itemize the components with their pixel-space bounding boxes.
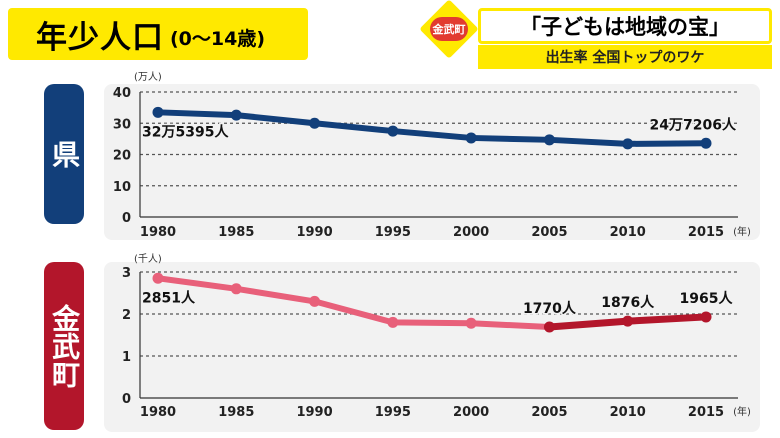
town-ytick-label: 3 [122,266,131,281]
town-xtick-label: 2000 [453,405,489,420]
pref-data-point [700,137,712,149]
pref-ytick-label: 30 [113,117,131,132]
town-label: 金武町 [44,262,84,430]
town-ytick-label: 0 [122,392,131,407]
town-xtick-label: 2005 [531,405,567,420]
page-subtitle: (0～14歳) [170,27,266,50]
town-xtick-label: 1985 [218,405,254,420]
pref-xtick-label: 1985 [218,225,254,240]
town-data-label: 1965人 [680,290,734,307]
pref-x-unit-label: (年) [733,225,751,238]
town-data-point [309,295,321,307]
prefecture-chart-panel [104,84,760,240]
town-data-point [387,316,399,328]
topic-subline: 出生率 全国トップのワケ [478,45,772,69]
pref-xtick-label: 1980 [140,225,176,240]
town-data-label: 1770人 [523,300,577,317]
town-data-point [152,272,164,284]
topic-banner: 金武町 「子どもは地域の宝」 出生率 全国トップのワケ [419,0,776,69]
pref-ytick-label: 40 [113,86,131,101]
topic-headline: 「子どもは地域の宝」 [478,8,772,44]
pref-ytick-label: 0 [122,211,131,226]
location-badge: 金武町 [430,17,468,41]
town-xtick-label: 1980 [140,405,176,420]
town-data-label: 2851人 [142,289,196,306]
prefecture-label: 県 [44,84,84,224]
town-data-point [230,283,242,295]
town-chart-panel [104,262,760,432]
title-banner: 年少人口 (0～14歳) [8,8,308,60]
pref-ytick-label: 10 [113,180,131,195]
town-unit-label: (千人) [134,253,162,265]
pref-data-point [152,106,164,118]
pref-data-point [387,125,399,137]
town-xtick-label: 2015 [688,405,724,420]
town-ytick-label: 2 [122,308,131,323]
pref-data-label: 32万5395人 [142,123,229,140]
town-data-point [622,315,634,327]
town-data-label: 1876人 [601,294,655,311]
town-x-unit-label: (年) [733,405,751,418]
pref-data-point [230,109,242,121]
pref-xtick-label: 1990 [296,225,332,240]
pref-data-point [309,117,321,129]
pref-xtick-label: 2010 [610,225,646,240]
pref-data-label: 24万7206人 [650,116,737,133]
pref-xtick-label: 2000 [453,225,489,240]
town-data-point [465,317,477,329]
page-title: 年少人口 [36,19,164,56]
pref-data-point [465,132,477,144]
town-xtick-label: 2010 [610,405,646,420]
pref-series-line [155,109,709,147]
town-ytick-label: 1 [122,350,131,365]
pref-xtick-label: 2005 [531,225,567,240]
pref-ytick-label: 20 [113,149,131,164]
town-series-line [155,275,553,331]
pref-xtick-label: 2015 [688,225,724,240]
pref-data-point [622,138,634,150]
town-xtick-label: 1990 [296,405,332,420]
town-xtick-label: 1995 [375,405,411,420]
town-data-point [543,321,555,333]
pref-unit-label: (万人) [134,71,162,83]
pref-data-point [543,134,555,146]
pref-xtick-label: 1995 [375,225,411,240]
town-data-point [700,311,712,323]
